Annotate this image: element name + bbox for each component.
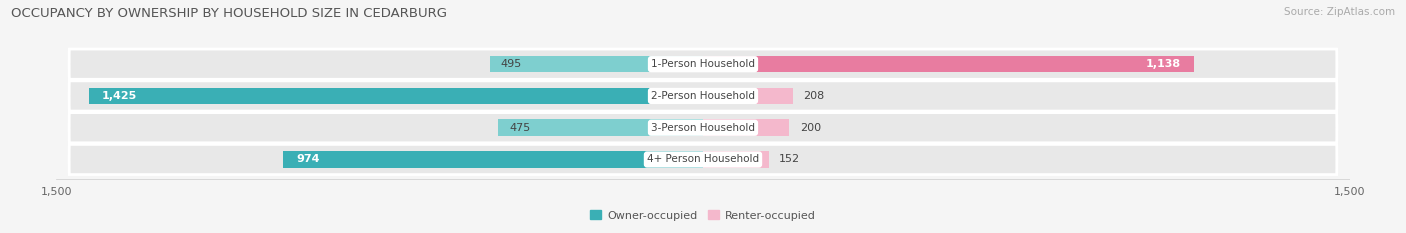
Text: 200: 200 [800, 123, 821, 133]
Text: 475: 475 [509, 123, 530, 133]
Text: 3-Person Household: 3-Person Household [651, 123, 755, 133]
Text: 152: 152 [779, 154, 800, 164]
Text: 1,138: 1,138 [1146, 59, 1181, 69]
Text: 1-Person Household: 1-Person Household [651, 59, 755, 69]
Bar [703, 120, 789, 136]
Text: 974: 974 [297, 154, 319, 164]
Text: OCCUPANCY BY OWNERSHIP BY HOUSEHOLD SIZE IN CEDARBURG: OCCUPANCY BY OWNERSHIP BY HOUSEHOLD SIZE… [11, 7, 447, 20]
Text: 495: 495 [501, 59, 522, 69]
Text: 2-Person Household: 2-Person Household [651, 91, 755, 101]
FancyBboxPatch shape [69, 113, 1337, 143]
Bar [703, 56, 1194, 72]
FancyBboxPatch shape [69, 81, 1337, 111]
Bar [703, 151, 769, 168]
Text: Source: ZipAtlas.com: Source: ZipAtlas.com [1284, 7, 1395, 17]
Bar [703, 88, 793, 104]
Bar [489, 56, 703, 72]
Bar [89, 88, 703, 104]
Text: 208: 208 [803, 91, 825, 101]
Bar [283, 151, 703, 168]
FancyBboxPatch shape [69, 144, 1337, 175]
Text: 1,425: 1,425 [101, 91, 136, 101]
Bar [498, 120, 703, 136]
FancyBboxPatch shape [69, 49, 1337, 79]
Legend: Owner-occupied, Renter-occupied: Owner-occupied, Renter-occupied [586, 206, 820, 225]
Text: 4+ Person Household: 4+ Person Household [647, 154, 759, 164]
